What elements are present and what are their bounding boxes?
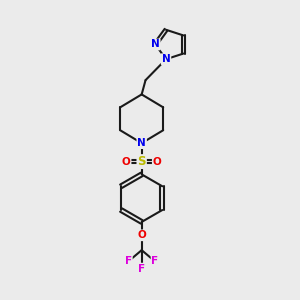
Text: O: O xyxy=(153,157,161,166)
Text: F: F xyxy=(125,256,132,266)
Text: O: O xyxy=(122,157,130,166)
Text: N: N xyxy=(151,40,160,50)
Text: O: O xyxy=(137,230,146,240)
Text: F: F xyxy=(138,264,145,274)
Text: S: S xyxy=(137,155,146,168)
Text: N: N xyxy=(162,54,170,64)
Text: F: F xyxy=(152,256,159,266)
Text: N: N xyxy=(137,138,146,148)
